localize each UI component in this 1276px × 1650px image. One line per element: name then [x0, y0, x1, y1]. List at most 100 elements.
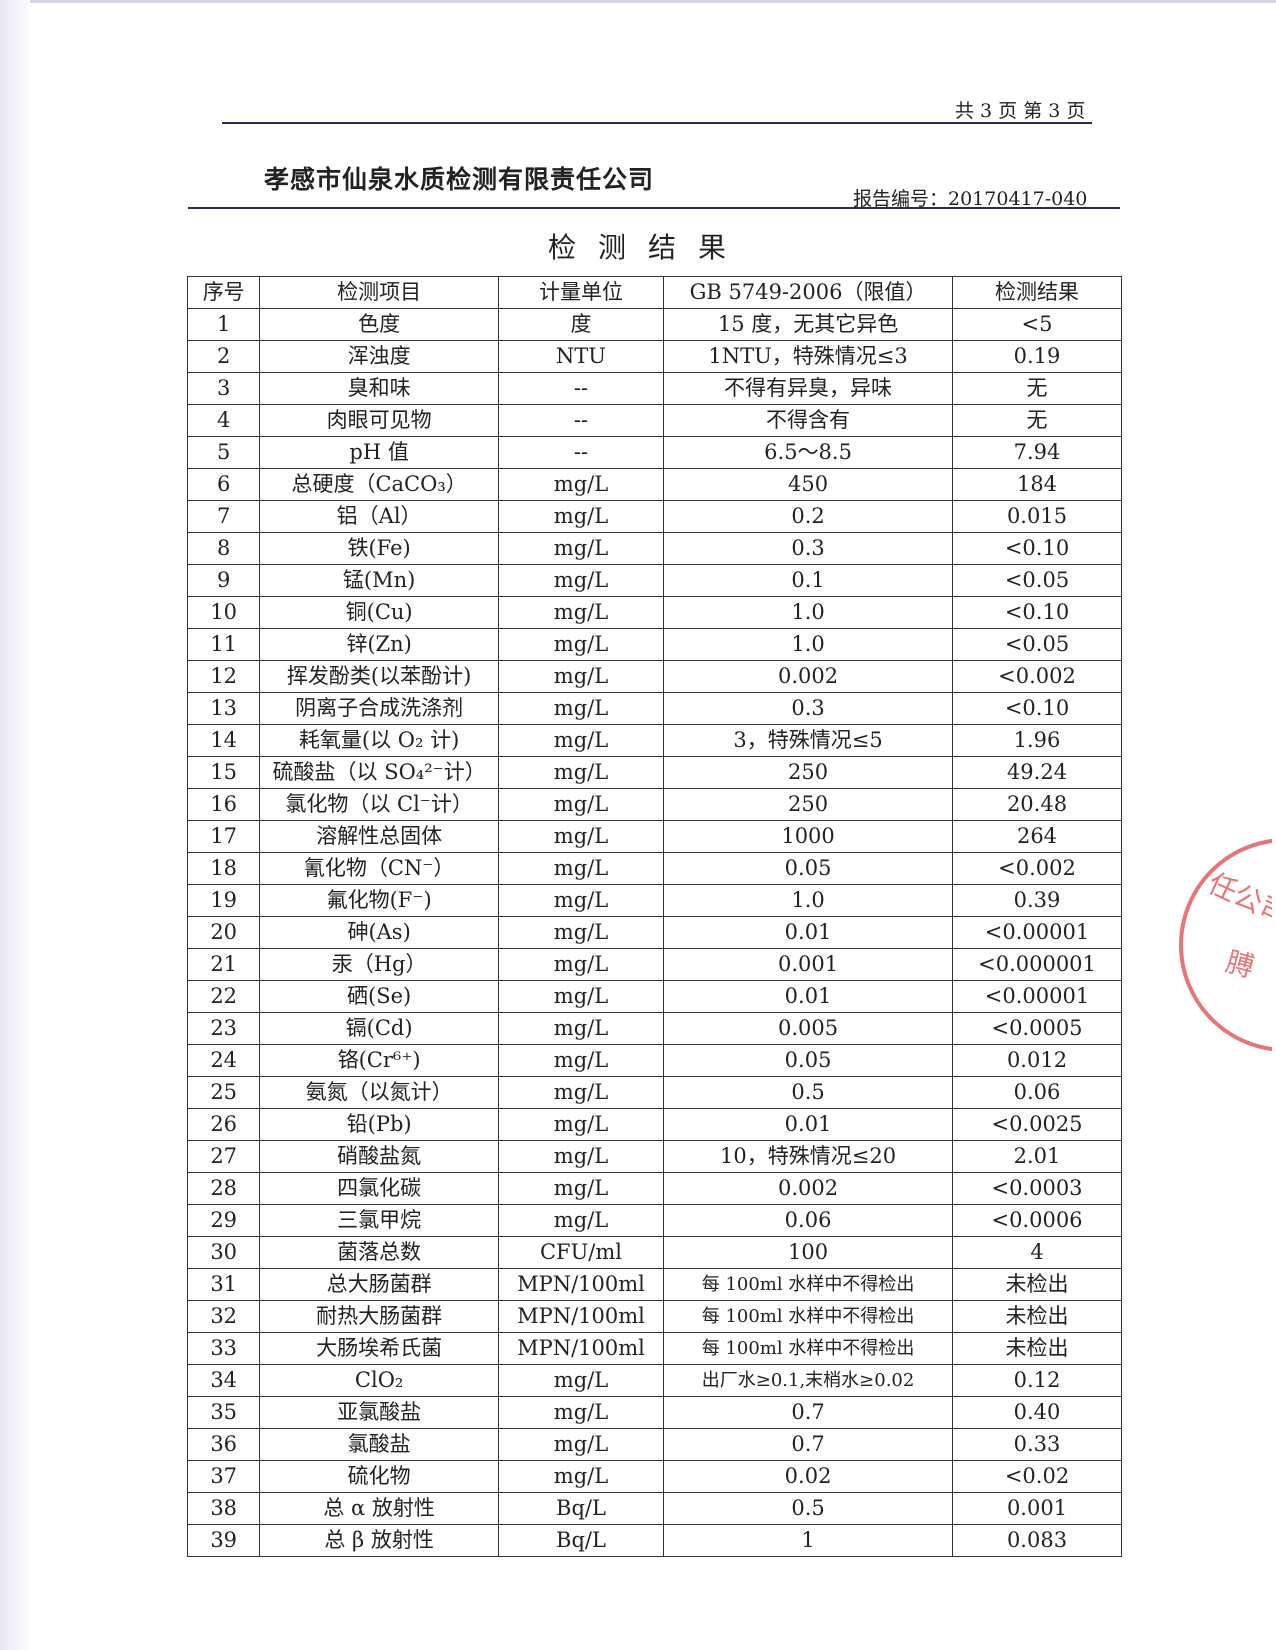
- company-seal: 任公司 膊: [1179, 838, 1272, 1052]
- standard-limit: 0.2: [663, 500, 954, 533]
- row-number: 11: [186, 628, 261, 661]
- standard-limit: 0.002: [663, 1172, 954, 1205]
- table-row: 14 耗氧量(以 O₂ 计) mg/L 3，特殊情况≤5 1.96: [186, 724, 1122, 757]
- unit: mg/L: [497, 980, 665, 1013]
- page-title: 检测结果: [548, 231, 749, 264]
- standard-limit: 0.5: [663, 1076, 954, 1109]
- standard-limit: 0.5: [663, 1492, 954, 1525]
- test-item: 氨氮（以氮计）: [259, 1076, 499, 1109]
- standard-limit: 1000: [663, 820, 954, 853]
- unit: mg/L: [497, 884, 665, 917]
- unit: mg/L: [497, 948, 665, 981]
- test-result: 7.94: [952, 436, 1122, 469]
- test-item: 氟化物(F⁻): [259, 884, 499, 917]
- row-number: 9: [186, 564, 261, 597]
- standard-limit: 15 度，无其它异色: [663, 308, 954, 341]
- standard-limit: 不得含有: [663, 404, 954, 437]
- test-result: 未检出: [952, 1332, 1122, 1365]
- unit: NTU: [497, 340, 665, 373]
- row-number: 33: [186, 1332, 261, 1365]
- table-row: 32 耐热大肠菌群 MPN/100ml 每 100ml 水样中不得检出 未检出: [186, 1300, 1122, 1333]
- test-item: 溶解性总固体: [259, 820, 499, 853]
- test-result: <0.00001: [952, 916, 1122, 949]
- row-number: 13: [186, 692, 261, 725]
- seal-ring: [1179, 838, 1272, 1052]
- test-result: <0.05: [952, 564, 1122, 597]
- unit: mg/L: [497, 1076, 665, 1109]
- test-result: <0.05: [952, 628, 1122, 661]
- standard-limit: 6.5～8.5: [663, 436, 954, 469]
- standard-limit: 0.02: [663, 1460, 954, 1493]
- table-row: 8 铁(Fe) mg/L 0.3 <0.10: [186, 532, 1122, 565]
- unit: mg/L: [497, 1172, 665, 1205]
- standard-limit: 0.1: [663, 564, 954, 597]
- row-number: 2: [186, 340, 261, 373]
- unit: mg/L: [497, 788, 665, 821]
- unit: mg/L: [497, 1108, 665, 1141]
- standard-limit: 0.01: [663, 916, 954, 949]
- test-result: 未检出: [952, 1300, 1122, 1333]
- table-row: 30 菌落总数 CFU/ml 100 4: [186, 1236, 1122, 1269]
- standard-limit: 0.001: [663, 948, 954, 981]
- test-item: 亚氯酸盐: [259, 1396, 499, 1429]
- table-row: 37 硫化物 mg/L 0.02 <0.02: [186, 1460, 1122, 1493]
- test-result: 264: [952, 820, 1122, 853]
- unit: Bq/L: [497, 1492, 665, 1525]
- scan-top-edge: [30, 0, 1276, 3]
- test-result: <0.000001: [952, 948, 1122, 981]
- scan-edge-shadow: [0, 0, 28, 1650]
- test-result: 0.06: [952, 1076, 1122, 1109]
- test-result: 2.01: [952, 1140, 1122, 1173]
- report-number: 报告编号：20170417-040: [853, 188, 1088, 210]
- table-row: 26 铅(Pb) mg/L 0.01 <0.0025: [186, 1108, 1122, 1141]
- test-result: 0.012: [952, 1044, 1122, 1077]
- unit: mg/L: [497, 564, 665, 597]
- table-row: 29 三氯甲烷 mg/L 0.06 <0.0006: [186, 1204, 1122, 1237]
- table-row: 36 氯酸盐 mg/L 0.7 0.33: [186, 1428, 1122, 1461]
- table-row: 16 氯化物（以 Cl⁻计） mg/L 250 20.48: [186, 788, 1122, 821]
- test-item: ClO₂: [259, 1364, 499, 1397]
- test-result: <5: [952, 308, 1122, 341]
- unit: mg/L: [497, 1012, 665, 1045]
- test-result: 0.001: [952, 1492, 1122, 1525]
- column-header: 检测结果: [952, 276, 1122, 309]
- test-item: 铬(Cr⁶⁺): [259, 1044, 499, 1077]
- test-item: 浑浊度: [259, 340, 499, 373]
- test-result: 0.39: [952, 884, 1122, 917]
- unit: mg/L: [497, 596, 665, 629]
- table-row: 9 锰(Mn) mg/L 0.1 <0.05: [186, 564, 1122, 597]
- test-item: 耗氧量(以 O₂ 计): [259, 724, 499, 757]
- row-number: 19: [186, 884, 261, 917]
- standard-limit: 0.01: [663, 980, 954, 1013]
- test-item: 大肠埃希氏菌: [259, 1332, 499, 1365]
- row-number: 8: [186, 532, 261, 565]
- test-item: 镉(Cd): [259, 1012, 499, 1045]
- test-result: 1.96: [952, 724, 1122, 757]
- standard-limit: 3，特殊情况≤5: [663, 724, 954, 757]
- test-result: <0.00001: [952, 980, 1122, 1013]
- page-info: 共 3 页 第 3 页: [955, 100, 1086, 122]
- test-item: 砷(As): [259, 916, 499, 949]
- table-row: 2 浑浊度 NTU 1NTU，特殊情况≤3 0.19: [186, 340, 1122, 373]
- table-row: 11 锌(Zn) mg/L 1.0 <0.05: [186, 628, 1122, 661]
- table-row: 12 挥发酚类(以苯酚计) mg/L 0.002 <0.002: [186, 660, 1122, 693]
- test-item: 硫化物: [259, 1460, 499, 1493]
- test-item: 四氯化碳: [259, 1172, 499, 1205]
- company-name: 孝感市仙泉水质检测有限责任公司: [264, 165, 655, 194]
- row-number: 6: [186, 468, 261, 501]
- test-result: <0.02: [952, 1460, 1122, 1493]
- table-row: 17 溶解性总固体 mg/L 1000 264: [186, 820, 1122, 853]
- header-rule: [222, 122, 1092, 124]
- unit: mg/L: [497, 1044, 665, 1077]
- test-item: 铁(Fe): [259, 532, 499, 565]
- test-item: 硝酸盐氮: [259, 1140, 499, 1173]
- test-result: 20.48: [952, 788, 1122, 821]
- row-number: 15: [186, 756, 261, 789]
- test-item: 菌落总数: [259, 1236, 499, 1269]
- table-row: 24 铬(Cr⁶⁺) mg/L 0.05 0.012: [186, 1044, 1122, 1077]
- standard-limit: 出厂水≥0.1,末梢水≥0.02: [663, 1364, 954, 1397]
- test-item: 铜(Cu): [259, 596, 499, 629]
- unit: mg/L: [497, 1396, 665, 1429]
- seal-lettering: 任公司: [1203, 866, 1272, 931]
- row-number: 34: [186, 1364, 261, 1397]
